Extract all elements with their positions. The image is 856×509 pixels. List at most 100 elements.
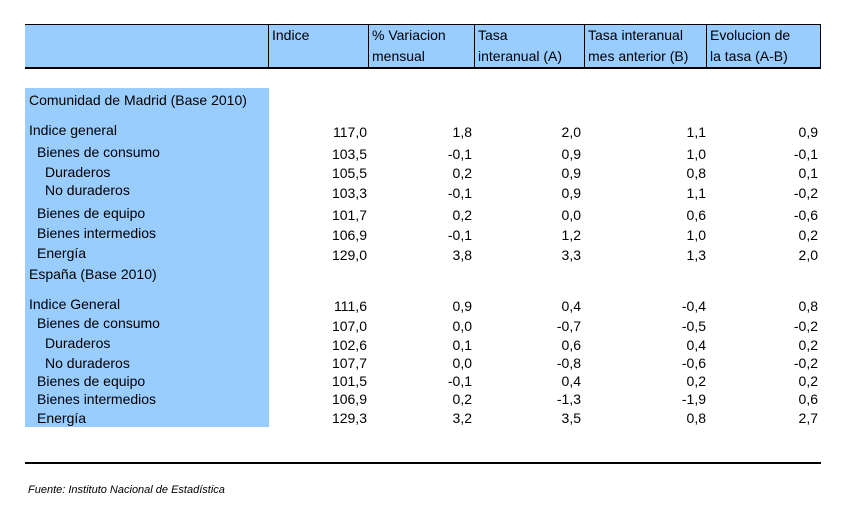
cell-indice: 105,5 xyxy=(331,165,367,181)
cell-indice: 103,3 xyxy=(331,185,367,201)
header-evolucion-tasa: Evolucion de la tasa (A-B) xyxy=(710,27,791,64)
cell-indice: 103,5 xyxy=(331,146,367,162)
cell-tasa-b: 0,2 xyxy=(686,373,706,389)
row-label: Energía xyxy=(37,410,87,426)
cell-tasa-b: 0,8 xyxy=(686,410,706,426)
row-label: Energía xyxy=(37,245,87,261)
cell-variacion: -0,1 xyxy=(447,185,472,201)
cell-tasa-a: 0,9 xyxy=(561,185,581,201)
source-note: Fuente: Instituto Nacional de Estadístic… xyxy=(28,484,225,496)
header-band xyxy=(25,25,821,68)
cell-variacion: -0,1 xyxy=(447,373,472,389)
cell-evolucion: 0,2 xyxy=(798,227,818,243)
cell-tasa-a: 0,0 xyxy=(561,207,581,223)
header-tasa-interanual-b: Tasa interanual mes anterior (B) xyxy=(588,27,689,64)
row-label: Bienes de equipo xyxy=(37,205,146,221)
cell-variacion: 0,1 xyxy=(452,337,472,353)
cell-tasa-a: 1,2 xyxy=(561,227,581,243)
cell-tasa-a: 2,0 xyxy=(561,124,581,140)
column-divider xyxy=(584,25,585,68)
cell-evolucion: -0,1 xyxy=(793,146,818,162)
cell-tasa-a: 3,5 xyxy=(561,410,581,426)
cell-tasa-b: 0,6 xyxy=(686,207,706,223)
cell-tasa-b: 1,1 xyxy=(686,124,706,140)
column-divider xyxy=(474,25,475,68)
cell-evolucion: -0,2 xyxy=(793,185,818,201)
cell-indice: 117,0 xyxy=(333,124,367,140)
cell-evolucion: 2,0 xyxy=(798,247,818,263)
cell-evolucion: -0,2 xyxy=(793,355,818,371)
cell-variacion: 0,9 xyxy=(452,298,472,314)
cell-indice: 107,0 xyxy=(331,318,367,334)
cell-indice: 129,3 xyxy=(331,410,367,426)
header-tasa-interanual-a: Tasa interanual (A) xyxy=(478,27,563,64)
cell-tasa-a: 0,6 xyxy=(561,337,581,353)
cell-indice: 106,9 xyxy=(331,227,367,243)
cell-tasa-b: -1,9 xyxy=(681,391,706,407)
cell-indice: 106,9 xyxy=(331,391,367,407)
header-variacion-mensual: % Variacion mensual xyxy=(372,27,446,64)
cell-variacion: 3,8 xyxy=(452,247,472,263)
cell-tasa-a: 0,4 xyxy=(561,298,581,314)
cell-tasa-b: -0,5 xyxy=(681,318,706,334)
cell-tasa-a: 0,9 xyxy=(561,146,581,162)
row-label: Duraderos xyxy=(45,335,111,351)
row-label: Bienes intermedios xyxy=(37,391,157,407)
cell-evolucion: -0,6 xyxy=(793,207,818,223)
column-divider xyxy=(706,25,707,68)
column-divider xyxy=(268,25,269,68)
cell-indice: 102,6 xyxy=(331,337,367,353)
cell-variacion: 0,2 xyxy=(452,165,472,181)
cell-tasa-b: 0,4 xyxy=(686,337,706,353)
cell-tasa-b: 1,0 xyxy=(686,146,706,162)
cell-variacion: 0,0 xyxy=(452,318,472,334)
cell-variacion: -0,1 xyxy=(447,146,472,162)
cell-evolucion: 0,9 xyxy=(798,124,818,140)
row-label: Bienes de consumo xyxy=(37,315,160,331)
row-label: No duraderos xyxy=(45,182,130,198)
cell-indice: 101,5 xyxy=(331,373,367,389)
cell-indice: 111,6 xyxy=(334,298,367,314)
cell-indice: 101,7 xyxy=(331,207,367,223)
cell-evolucion: 0,6 xyxy=(798,391,818,407)
cell-indice: 129,0 xyxy=(331,247,367,263)
cell-variacion: 0,2 xyxy=(452,391,472,407)
cell-tasa-b: 1,0 xyxy=(686,227,706,243)
cell-evolucion: -0,2 xyxy=(793,318,818,334)
cell-tasa-b: 1,3 xyxy=(686,247,706,263)
cell-tasa-a: 3,3 xyxy=(561,247,581,263)
column-divider xyxy=(368,25,369,68)
cell-tasa-b: 1,1 xyxy=(686,185,706,201)
header-bottom-rule xyxy=(25,67,821,69)
cell-variacion: 0,0 xyxy=(452,355,472,371)
cell-variacion: 3,2 xyxy=(452,410,472,426)
row-label: Duraderos xyxy=(45,164,111,180)
cell-evolucion: 0,1 xyxy=(798,165,818,181)
cell-variacion: 1,8 xyxy=(452,124,472,140)
cell-tasa-b: -0,4 xyxy=(681,298,706,314)
cell-evolucion: 0,2 xyxy=(798,337,818,353)
row-label: Indice general xyxy=(29,122,117,138)
row-label: Indice General xyxy=(29,296,121,312)
cell-variacion: 0,2 xyxy=(452,207,472,223)
cell-tasa-b: 0,8 xyxy=(686,165,706,181)
cell-tasa-a: 0,9 xyxy=(561,165,581,181)
row-label: Bienes intermedios xyxy=(37,225,157,241)
cell-tasa-a: -0,7 xyxy=(556,318,581,334)
row-label: Bienes de consumo xyxy=(37,144,160,160)
label-column-band xyxy=(25,88,269,427)
header-top-rule xyxy=(25,24,821,25)
section-title-espana: España (Base 2010) xyxy=(29,266,157,282)
column-divider xyxy=(820,25,821,68)
cell-evolucion: 0,2 xyxy=(798,373,818,389)
cell-indice: 107,7 xyxy=(331,355,367,371)
cell-tasa-a: -1,3 xyxy=(556,391,581,407)
row-label: Bienes de equipo xyxy=(37,373,146,389)
cell-evolucion: 2,7 xyxy=(798,410,818,426)
section-title-madrid: Comunidad de Madrid (Base 2010) xyxy=(29,92,247,108)
cell-tasa-a: 0,4 xyxy=(561,373,581,389)
table-bottom-rule xyxy=(25,462,821,464)
cell-tasa-a: -0,8 xyxy=(556,355,581,371)
cell-evolucion: 0,8 xyxy=(798,298,818,314)
cell-tasa-b: -0,6 xyxy=(681,355,706,371)
